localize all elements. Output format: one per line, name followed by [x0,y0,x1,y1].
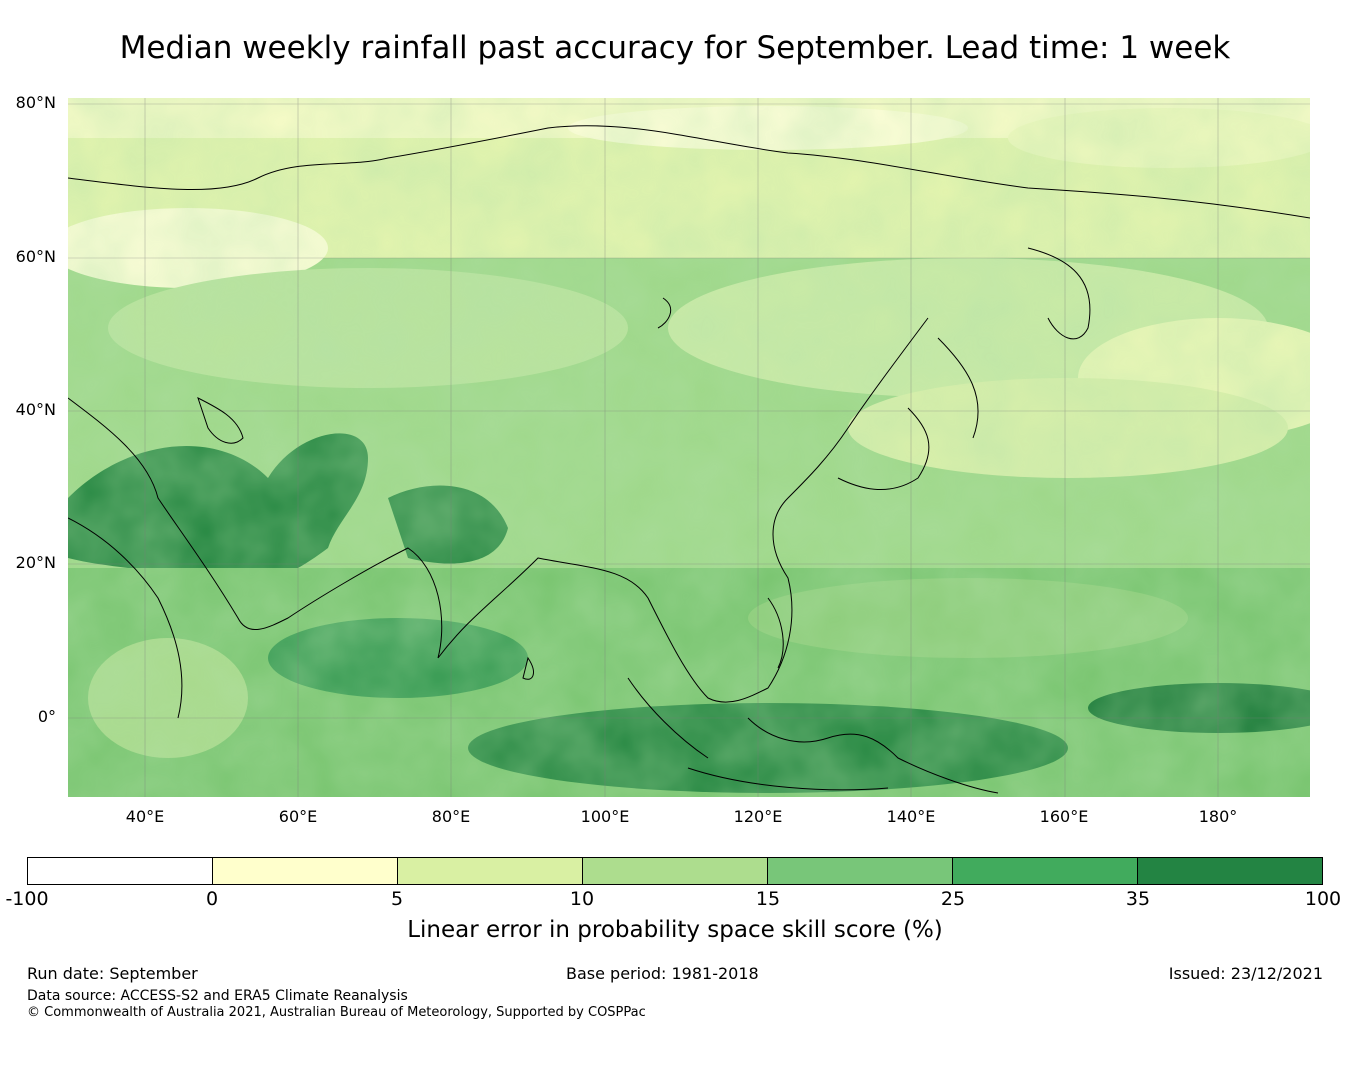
colorbar-tick: 5 [390,888,404,910]
colorbar-tick: 25 [940,888,966,910]
map-raster [68,98,1310,797]
colorbar-tick: 100 [1304,888,1342,910]
base-period: Base period: 1981-2018 [566,964,759,983]
lon-label-120e: 120°E [733,807,783,826]
colorbar-tick: -100 [5,888,49,910]
lat-label-20n: 20°N [15,553,56,572]
lon-label-160e: 160°E [1039,807,1089,826]
colorbar-tick: 0 [205,888,219,910]
graticule [68,98,1310,797]
colorbar-tick: 10 [569,888,595,910]
lon-label-60e: 60°E [278,807,318,826]
colorbar-tick: 15 [755,888,781,910]
lon-label-100e: 100°E [580,807,630,826]
issued-date: Issued: 23/12/2021 [1168,964,1323,983]
copyright: © Commonwealth of Australia 2021, Austra… [27,1005,646,1020]
lat-label-40n: 40°N [15,400,56,419]
colorbar-segment [1138,858,1322,884]
lon-label-180: 180° [1198,807,1238,826]
chart-title: Median weekly rainfall past accuracy for… [119,30,1231,66]
colorbar-segment [583,858,768,884]
colorbar-segment [28,858,213,884]
data-source: Data source: ACCESS-S2 and ERA5 Climate … [27,988,408,1004]
lat-label-0: 0° [37,707,56,726]
lat-label-80n: 80°N [15,93,56,112]
colorbar-segment [768,858,953,884]
colorbar-segment [213,858,398,884]
skill-score-map [68,98,1310,797]
colorbar-segment [398,858,583,884]
lon-label-140e: 140°E [886,807,936,826]
colorbar [27,857,1323,885]
colorbar-label: Linear error in probability space skill … [407,917,943,943]
colorbar-segment [953,858,1138,884]
lon-label-80e: 80°E [431,807,471,826]
lon-label-40e: 40°E [125,807,165,826]
colorbar-tick: 35 [1125,888,1151,910]
coastlines [68,125,1310,794]
run-date: Run date: September [27,964,198,983]
lat-label-60n: 60°N [15,247,56,266]
